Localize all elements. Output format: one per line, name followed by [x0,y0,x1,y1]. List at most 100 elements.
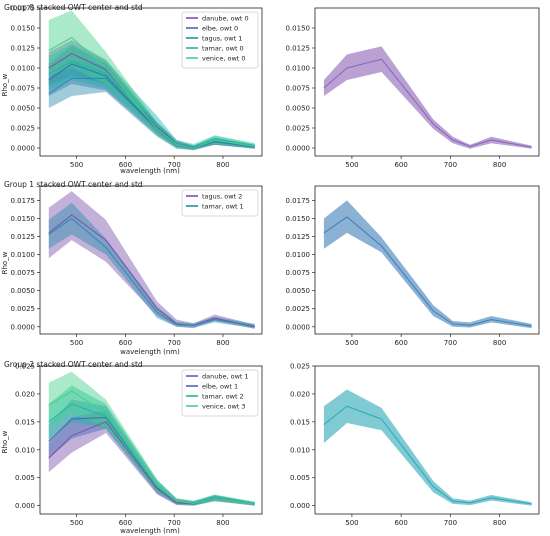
std-band [323,389,532,506]
std-band [48,371,255,506]
mean-line [323,216,532,327]
panel-group0-center: 500 600 700 800 0.0000 0.0025 0.0050 0.0075 0.01… [286,7,540,169]
y-tick-label: 0.0150 [286,25,311,33]
y-tick-label: 0.0125 [11,233,36,241]
x-tick-label: 700 [444,339,457,347]
std-band [48,60,255,151]
panel-group2-stacked: Group 2 stacked OWT center and std wavel… [1,360,263,535]
std-band [48,44,255,149]
x-tick-label: 800 [493,161,506,169]
legend-box [181,11,259,69]
y-tick-label: 0.0075 [11,85,36,93]
y-tick-label: 0.0150 [11,215,36,223]
y-tick-label: 0.0175 [286,197,311,205]
y-tick-label: 0.0075 [11,269,36,277]
axes-frame [314,365,540,515]
legend: danube, owt 1 elbe, owt 1 tamar, owt 2 veni… [181,369,259,417]
y-axis-label: Rho_w [1,430,9,453]
panel-group1-stacked: Group 1 stacked OWT center and std wavel… [1,180,263,356]
y-tick-label: 0.025 [290,363,310,371]
axes-frame [39,185,263,335]
mean-line [48,77,255,150]
std-band [323,46,532,149]
y-tick-label: 0.0050 [286,287,311,295]
y-tick-label: 0.0075 [286,85,311,93]
y-tick-label: 0.015 [15,418,35,426]
plot-area [48,371,255,506]
y-tick-label: 0.0050 [286,105,311,113]
y-tick-label: 0.0025 [11,125,36,133]
mean-line [48,61,255,147]
legend-label: tagus, owt 1 [202,35,242,43]
y-tick-label: 0.020 [15,390,35,398]
legend-label: venice, owt 3 [202,403,246,411]
x-tick-label: 600 [394,519,407,527]
axes-frame [39,7,263,157]
mean-line [48,390,255,505]
y-tick-label: 0.0150 [11,25,36,33]
y-axis-label: Rho_w [1,251,9,274]
x-tick-label: 800 [216,519,229,527]
mean-line [48,214,255,328]
legend-box [181,369,259,417]
x-tick-label: 700 [167,519,180,527]
x-tick-label: 500 [345,161,358,169]
legend: tagus, owt 2 tamar, owt 1 [181,189,259,217]
y-tick-label: 0.005 [290,474,310,482]
x-tick-label: 700 [444,519,457,527]
y-tick-label: 0.0000 [11,323,36,331]
x-tick-label: 800 [216,339,229,347]
std-band [48,202,255,329]
legend-label: tamar, owt 1 [202,203,244,211]
plot-area [48,10,255,151]
legend-label: elbe, owt 0 [202,25,238,33]
std-band [48,10,255,150]
y-tick-label: 0.005 [15,474,35,482]
y-tick-label: 0.0100 [286,65,311,73]
x-tick-label: 800 [493,339,506,347]
mean-line [323,405,532,505]
x-tick-label: 600 [394,339,407,347]
std-band [48,410,255,506]
x-tick-label: 700 [167,339,180,347]
mean-line [48,217,255,327]
std-band [323,200,532,329]
y-tick-label: 0.0100 [11,251,36,259]
axes-frame [314,7,540,157]
y-tick-label: 0.0100 [11,65,36,73]
axes-frame [39,365,263,515]
y-tick-label: 0.0025 [11,305,36,313]
y-tick-label: 0.025 [15,363,35,371]
legend: danube, owt 0 elbe, owt 0 tagus, owt 1 tama… [181,11,259,69]
axes-frame [314,185,540,335]
y-tick-label: 0.010 [15,446,35,454]
mean-line [323,58,532,148]
y-tick-label: 0.000 [290,502,310,510]
legend-label: elbe, owt 1 [202,383,238,391]
plot-area [48,191,255,329]
x-tick-label: 700 [167,161,180,169]
y-tick-label: 0.0150 [286,215,311,223]
y-tick-label: 0.0000 [286,145,311,153]
y-tick-label: 0.0000 [11,145,36,153]
y-axis-label: Rho_w [1,73,9,96]
y-tick-label: 0.0125 [11,45,36,53]
x-axis-label: wavelength (nm) [120,527,180,535]
panel-group0-stacked: Group 0 stacked OWT center and std wavel… [1,3,263,175]
panel-title: Group 0 stacked OWT center and std [4,3,143,12]
x-axis-label: wavelength (nm) [120,348,180,356]
legend-label: tagus, owt 2 [202,193,242,201]
y-tick-label: 0.0100 [286,251,311,259]
legend-label: danube, owt 0 [202,15,249,23]
x-tick-label: 800 [216,161,229,169]
y-tick-label: 0.0075 [286,269,311,277]
x-tick-label: 700 [444,161,457,169]
panel-group2-center: 500 600 700 800 0.000 0.005 0.010 0.015 0.020 0.0… [290,363,540,527]
y-tick-label: 0.010 [290,446,310,454]
legend-label: tamar, owt 0 [202,45,244,53]
y-tick-label: 0.0050 [11,105,36,113]
x-tick-label: 500 [345,339,358,347]
x-tick-label: 500 [345,519,358,527]
